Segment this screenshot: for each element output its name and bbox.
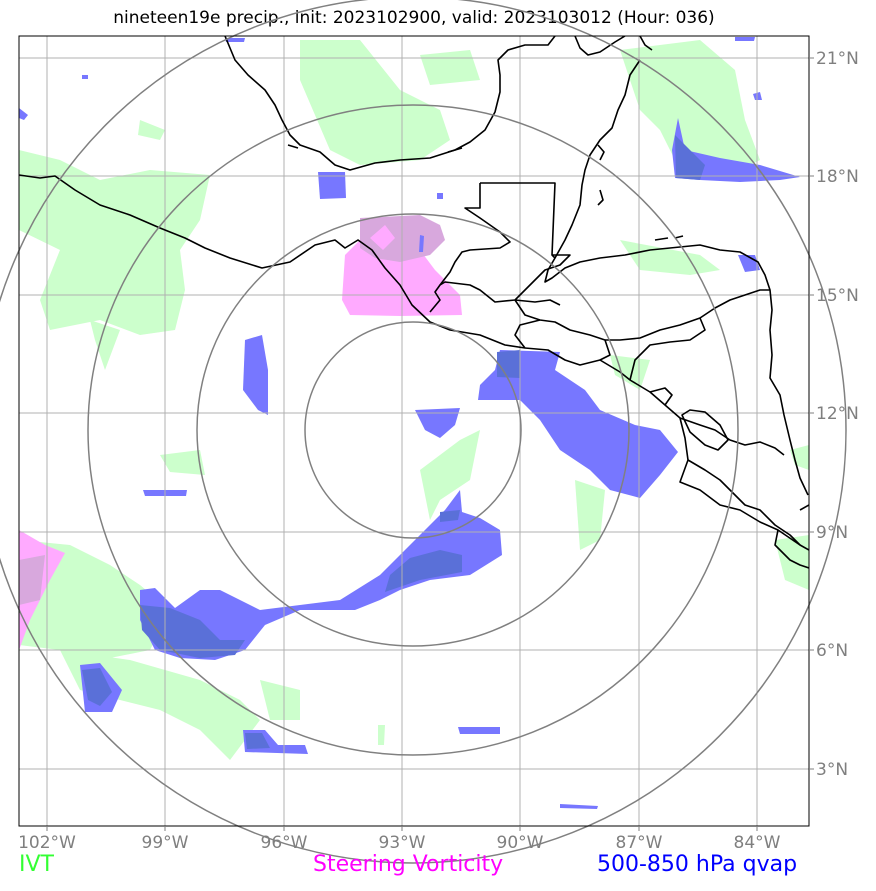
lat-label: 6°N xyxy=(816,641,848,661)
map-fields xyxy=(19,37,809,809)
map-frame xyxy=(18,35,810,827)
legend-qvap: 500-850 hPa qvap xyxy=(597,852,798,877)
lon-label: 87°W xyxy=(616,833,663,853)
lat-label: 21°N xyxy=(816,49,859,69)
ivt-field xyxy=(19,40,809,760)
legend-ivt: IVT xyxy=(19,852,54,877)
legend-steering-vorticity: Steering Vorticity xyxy=(313,852,504,877)
lat-label: 9°N xyxy=(816,523,848,543)
lat-label: 12°N xyxy=(816,404,859,424)
tick-marks xyxy=(46,57,814,831)
lon-label: 90°W xyxy=(497,833,544,853)
lat-label: 15°N xyxy=(816,286,859,306)
lat-label: 3°N xyxy=(816,760,848,780)
lon-label: 93°W xyxy=(379,833,426,853)
lon-label: 84°W xyxy=(734,833,781,853)
latitude-labels: 21°N 18°N 15°N 12°N 9°N 6°N 3°N xyxy=(816,49,859,780)
lon-label: 99°W xyxy=(142,833,189,853)
range-rings xyxy=(0,0,847,864)
lon-label: 96°W xyxy=(261,833,308,853)
longitude-labels: 102°W 99°W 96°W 93°W 90°W 87°W 84°W xyxy=(18,833,781,853)
lon-label: 102°W xyxy=(18,833,76,853)
coastlines xyxy=(19,36,809,569)
lat-label: 18°N xyxy=(816,167,859,187)
gridlines xyxy=(19,36,809,826)
qvap-field xyxy=(19,37,800,809)
